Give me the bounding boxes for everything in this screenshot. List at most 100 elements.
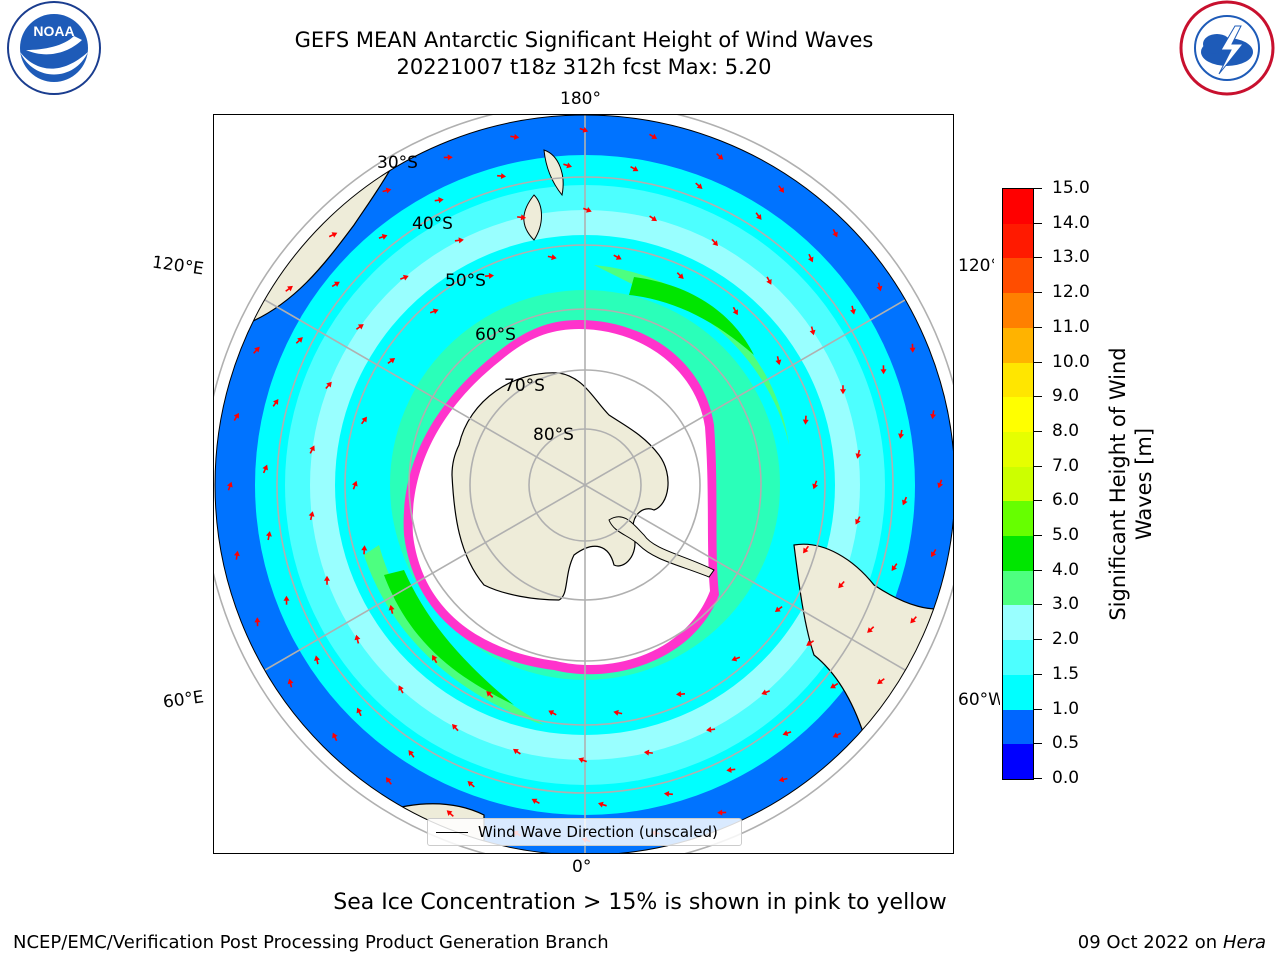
- colorbar-tick: [1034, 188, 1042, 189]
- colorbar-tick: [1034, 604, 1042, 606]
- colorbar-tick-label: 14.0: [1052, 212, 1090, 233]
- colorbar-segment: [1003, 709, 1033, 745]
- wave-direction-arrow: [761, 689, 770, 696]
- wave-direction-arrow: [432, 654, 438, 664]
- colorbar-tick-label: 9.0: [1052, 386, 1080, 407]
- wave-direction-arrow: [443, 154, 453, 161]
- lon-label-60w: 60°W: [958, 690, 1000, 710]
- lon-label-0: 0°: [572, 857, 592, 877]
- wave-direction-arrow: [855, 516, 861, 525]
- wave-direction-arrow: [328, 232, 338, 238]
- wave-direction-arrow: [807, 253, 814, 263]
- colorbar-segment: [1003, 362, 1033, 398]
- colorbar-segment: [1003, 743, 1033, 779]
- wave-direction-arrow: [547, 254, 557, 261]
- footer-host: Hera: [1222, 932, 1266, 953]
- colorbar-tick: [1034, 465, 1042, 467]
- wave-direction-arrow: [663, 790, 673, 797]
- wave-direction-arrow: [931, 549, 937, 558]
- wave-direction-arrow: [839, 385, 846, 395]
- colorbar-tick: [1034, 430, 1042, 432]
- lon-label-120w: 120°W: [958, 256, 994, 276]
- colorbar-segment: [1003, 570, 1033, 606]
- wave-direction-arrow: [716, 153, 724, 160]
- wave-direction-arrow: [308, 511, 315, 521]
- wave-direction-arrow: [352, 480, 358, 490]
- wave-direction-arrow: [732, 306, 738, 316]
- colorbar-tick-label: 7.0: [1052, 455, 1080, 476]
- wave-direction-arrow: [388, 604, 395, 614]
- wave-direction-arrow: [285, 285, 293, 292]
- colorbar-tick-label: 13.0: [1052, 247, 1090, 268]
- wave-direction-arrow: [755, 212, 762, 220]
- colorbar-segment: [1003, 466, 1033, 502]
- wave-direction-arrow: [806, 640, 815, 646]
- colorbar-tick: [1034, 500, 1042, 502]
- wave-direction-arrow: [898, 429, 905, 439]
- colorbar-segment: [1003, 639, 1033, 675]
- colorbar-segment: [1003, 223, 1033, 259]
- wave-direction-arrow: [531, 798, 540, 804]
- colorbar-tick: [1034, 673, 1042, 675]
- colorbar-tick-label: 1.0: [1052, 698, 1080, 719]
- lon-label-60e: 60°E: [161, 687, 206, 713]
- wave-zone-green-peak-ne: [629, 277, 754, 355]
- colorbar-tick: [1034, 257, 1042, 259]
- wave-direction-arrow: [361, 545, 368, 555]
- wave-direction-arrow: [809, 326, 816, 336]
- colorbar-tick: [1034, 778, 1042, 779]
- wave-direction-arrow: [613, 709, 623, 716]
- meridian-60E-120W: [264, 299, 906, 671]
- colorbar-tick: [1034, 361, 1042, 363]
- wave-direction-arrow: [429, 308, 439, 315]
- wave-direction-arrow: [774, 605, 783, 613]
- wave-zone-green-w: [364, 545, 544, 725]
- lon-label-120e: 120°E: [150, 252, 205, 280]
- wave-direction-arrow: [676, 691, 686, 698]
- colorbar-tick-label: 8.0: [1052, 420, 1080, 441]
- wave-direction-arrow: [782, 730, 792, 736]
- wave-direction-arrow: [775, 356, 782, 366]
- wave-direction-arrow: [324, 575, 331, 585]
- footer-date: 09 Oct 2022 on Hera: [1078, 932, 1266, 953]
- map-frame: 30°S 40°S 50°S 60°S 70°S 80°S Wind Wave …: [213, 114, 954, 854]
- wave-direction-arrow: [454, 237, 464, 244]
- noaa-logo-text: NOAA: [33, 23, 74, 39]
- wave-direction-arrow: [838, 580, 845, 589]
- wave-direction-arrow: [867, 626, 875, 633]
- wave-direction-arrow: [832, 732, 842, 738]
- colorbar-segment: [1003, 604, 1033, 641]
- wave-direction-arrow: [778, 185, 785, 193]
- wave-direction-arrow: [902, 496, 908, 506]
- footer-date-text: 09 Oct 2022 on: [1077, 932, 1223, 953]
- wave-direction-arrow: [802, 415, 809, 425]
- colorbar-segment: [1003, 188, 1033, 224]
- wave-direction-arrow: [325, 381, 332, 390]
- wave-direction-arrow: [253, 346, 260, 354]
- wave-direction-arrow: [446, 810, 454, 817]
- wave-direction-arrow: [408, 750, 415, 758]
- wave-direction-arrow: [597, 801, 607, 808]
- colorbar-tick-label: 10.0: [1052, 351, 1090, 372]
- colorbar-tick-label: 12.0: [1052, 282, 1090, 303]
- wave-direction-arrow: [283, 595, 290, 605]
- colorbar-tick: [1034, 743, 1042, 745]
- colorbar-tick: [1034, 222, 1042, 224]
- wave-direction-arrow: [880, 365, 887, 375]
- africa: [215, 764, 310, 853]
- wave-direction-arrow: [578, 757, 587, 763]
- colorbar-tick-label: 6.0: [1052, 490, 1080, 511]
- colorbar-tick: [1034, 326, 1042, 328]
- colorbar-tick: [1034, 396, 1042, 398]
- wave-direction-arrow: [877, 678, 885, 685]
- chart-subtitle: 20221007 t18z 312h fcst Max: 5.20: [396, 55, 772, 79]
- wave-direction-arrow: [649, 133, 658, 139]
- colorbar-tick-label: 2.0: [1052, 629, 1080, 650]
- wave-direction-arrow: [355, 324, 364, 330]
- wave-direction-arrow: [385, 777, 392, 785]
- wave-direction-arrow: [930, 410, 937, 420]
- colorbar-tick-label: 15.0: [1052, 178, 1090, 198]
- lat-label-80s: 80°S: [533, 425, 574, 445]
- wave-direction-arrow: [649, 215, 658, 222]
- wave-direction-arrow: [832, 228, 838, 238]
